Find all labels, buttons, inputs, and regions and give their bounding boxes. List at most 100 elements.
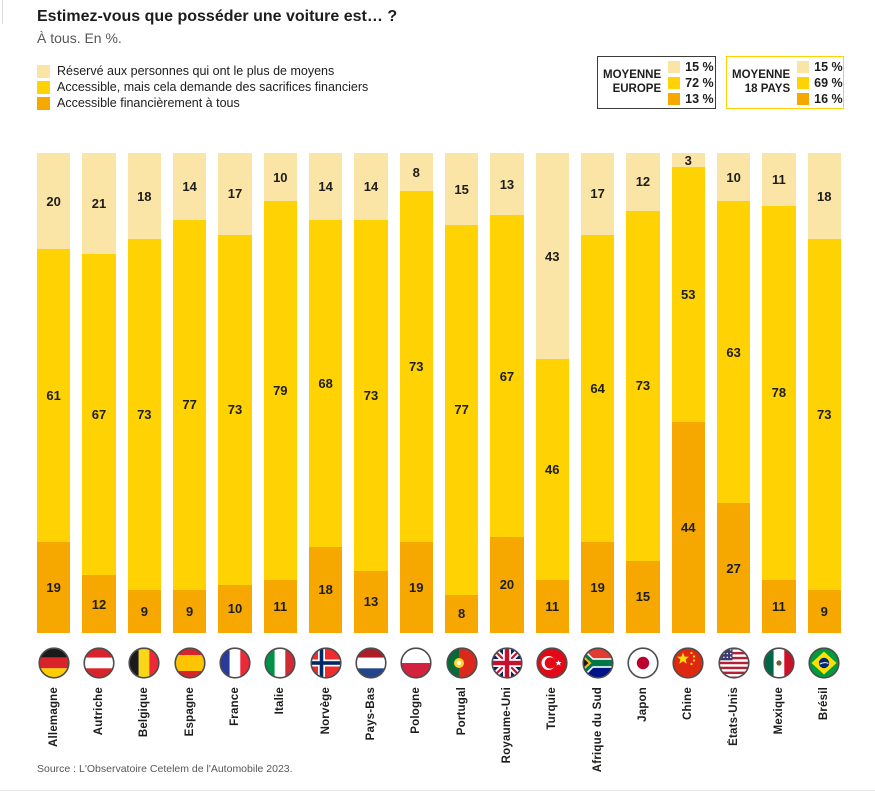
bar-segment: 15 <box>626 560 660 633</box>
source-note: Source : L'Observatoire Cetelem de l'Aut… <box>37 763 293 775</box>
bar-column-afrique-du-sud: 17 64 19 Afrique du Sud <box>580 153 615 772</box>
bar-segment: 73 <box>354 220 388 571</box>
country-label: Turquie <box>546 687 559 730</box>
bar-segment: 73 <box>626 210 660 561</box>
stacked-bar: 21 67 12 <box>82 153 116 633</box>
legend-label: Accessible, mais cela demande des sacrif… <box>57 80 369 94</box>
segment-value-label: 73 <box>227 402 243 418</box>
bar-column-chine: 3 53 44 Chine <box>671 152 705 772</box>
south-africa-flag-icon <box>581 647 614 679</box>
segment-value-label: 17 <box>227 186 243 202</box>
turkey-flag-icon <box>536 647 568 679</box>
bar-segment: 11 <box>263 580 297 633</box>
legend-item-accessible: Accessible financièrement à tous <box>37 95 368 111</box>
bar-segment: 9 <box>807 589 841 633</box>
bar-segment: 18 <box>127 153 161 240</box>
bar-segment: 64 <box>580 234 615 542</box>
segment-value-label: 8 <box>458 606 466 622</box>
segment-value-label: 3 <box>684 152 692 168</box>
country-label: Norvège <box>319 687 332 735</box>
bar-segment: 8 <box>399 153 433 192</box>
bar-segment: 19 <box>580 541 615 633</box>
bar-segment: 11 <box>762 153 796 206</box>
segment-value-label: 11 <box>545 599 560 615</box>
stacked-bar: 17 73 10 <box>218 153 252 633</box>
segment-value-label: 20 <box>46 193 61 209</box>
brazil-flag-icon <box>808 647 840 679</box>
bar-column-turquie: 43 46 11 Turquie <box>535 153 569 772</box>
bar-column-royaume-uni: 13 67 20 Royaume-Uni <box>490 153 524 772</box>
frame-corner-line <box>2 0 3 24</box>
country-label: Brésil <box>818 687 831 721</box>
france-flag-icon <box>219 647 251 679</box>
bar-column-portugal: 15 77 8 Portugal <box>444 153 479 772</box>
segment-value-label: 12 <box>91 596 107 612</box>
stacked-bar: 14 68 18 <box>308 153 343 633</box>
bar-segment: 17 <box>580 153 615 235</box>
bar-column-norv-ge: 14 68 18 Norvège <box>308 153 343 772</box>
segment-value-label: 73 <box>363 387 379 403</box>
bar-segment: 3 <box>671 152 705 168</box>
accessible-swatch-icon <box>37 96 50 110</box>
bar-segment: 10 <box>218 584 252 633</box>
bar-column-allemagne: 20 61 19 Allemagne <box>37 153 71 772</box>
segment-value-label: 77 <box>182 397 197 413</box>
bar-segment: 63 <box>716 201 751 504</box>
segment-value-label: 63 <box>726 344 741 360</box>
bar-segment: 20 <box>37 153 71 249</box>
bar-segment: 68 <box>308 220 343 547</box>
segment-value-label: 64 <box>590 380 605 396</box>
sacrifices-swatch-icon <box>668 76 681 89</box>
segment-value-label: 18 <box>137 188 152 204</box>
bar-segment: 13 <box>490 153 524 216</box>
stacked-bar: 13 67 20 <box>490 153 524 633</box>
bar-segment: 78 <box>762 205 796 581</box>
bar-segment: 11 <box>535 580 569 633</box>
country-label: Portugal <box>455 687 468 736</box>
bar-segment: 27 <box>716 503 751 633</box>
segment-value-label: 18 <box>318 582 333 598</box>
bar-segment: 12 <box>82 575 116 633</box>
segment-value-label: 73 <box>409 359 424 375</box>
spain-flag-icon <box>174 647 206 679</box>
bar-column-belgique: 18 73 9 Belgique <box>127 153 161 772</box>
bar-segment: 17 <box>218 153 252 235</box>
bar-column-italie: 10 79 11 Italie <box>263 153 297 772</box>
bar-segment: 9 <box>127 589 161 633</box>
stacked-bar: 8 73 19 <box>399 153 433 633</box>
segment-value-label: 61 <box>46 387 61 403</box>
segment-value-label: 10 <box>273 169 288 185</box>
bar-segment: 73 <box>127 239 161 590</box>
segment-value-label: 43 <box>545 248 560 264</box>
segment-value-label: 27 <box>726 560 741 576</box>
legend-item-reserved: Réservé aux personnes qui ont le plus de… <box>37 63 368 79</box>
bar-segment: 46 <box>535 359 569 581</box>
bar-column-japon: 12 73 15 Japon <box>626 153 660 772</box>
china-flag-icon <box>672 647 704 679</box>
bar-column-pologne: 8 73 19 Pologne <box>399 153 433 772</box>
segment-value-label: 68 <box>318 375 333 391</box>
bottom-divider <box>0 790 875 791</box>
country-label: États-Unis <box>727 687 740 746</box>
average-europe-label: MOYENNE EUROPE <box>603 69 662 95</box>
country-label: Autriche <box>92 687 105 736</box>
segment-value-label: 17 <box>590 186 605 202</box>
segment-value-label: 13 <box>363 594 379 610</box>
average-value: 16 % <box>814 91 843 106</box>
reserved-swatch-icon <box>797 60 810 73</box>
segment-value-label: 10 <box>726 169 741 185</box>
stacked-bar: 43 46 11 <box>535 153 569 633</box>
segment-value-label: 79 <box>273 383 288 399</box>
bar-segment: 43 <box>535 153 569 360</box>
austria-flag-icon <box>83 647 115 679</box>
mexico-flag-icon <box>763 647 795 679</box>
bar-segment: 10 <box>263 153 297 201</box>
segment-value-label: 67 <box>499 368 515 384</box>
germany-flag-icon <box>38 647 70 679</box>
segment-value-label: 19 <box>409 579 424 595</box>
bar-segment: 53 <box>671 167 705 422</box>
sacrifices-swatch-icon <box>37 80 50 94</box>
country-label: France <box>228 687 241 726</box>
segment-value-label: 9 <box>820 603 828 619</box>
sacrifices-swatch-icon <box>797 76 810 89</box>
